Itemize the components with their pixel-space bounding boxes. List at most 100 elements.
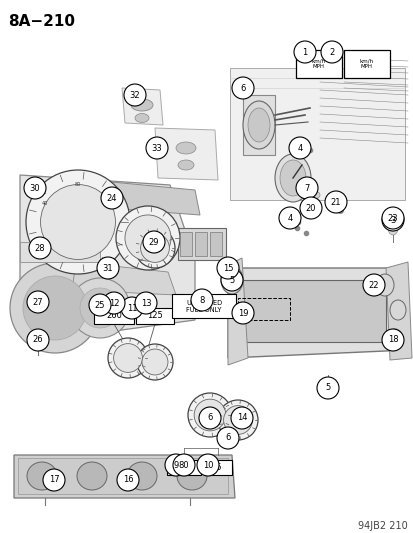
Circle shape	[103, 292, 125, 314]
Circle shape	[231, 302, 254, 324]
Ellipse shape	[389, 300, 405, 320]
Circle shape	[316, 377, 338, 399]
Circle shape	[216, 427, 238, 449]
Circle shape	[27, 329, 49, 351]
Text: 14: 14	[236, 414, 247, 423]
Text: 17: 17	[49, 475, 59, 484]
Text: 9: 9	[173, 461, 178, 470]
Circle shape	[295, 177, 317, 199]
Text: 20: 20	[305, 204, 316, 213]
Text: 25: 25	[95, 301, 105, 310]
Circle shape	[125, 215, 171, 261]
Ellipse shape	[221, 266, 242, 294]
Text: 29: 29	[148, 238, 159, 246]
Circle shape	[140, 233, 169, 262]
FancyBboxPatch shape	[295, 50, 341, 78]
Polygon shape	[228, 258, 247, 365]
Text: 40: 40	[42, 200, 48, 206]
Circle shape	[80, 288, 120, 328]
Polygon shape	[14, 455, 235, 498]
Polygon shape	[385, 262, 411, 360]
Text: 23: 23	[387, 214, 397, 222]
Circle shape	[324, 191, 346, 213]
Text: 11: 11	[126, 303, 137, 312]
Circle shape	[320, 41, 342, 63]
Circle shape	[135, 228, 175, 268]
Circle shape	[165, 454, 187, 476]
Text: 24: 24	[107, 193, 117, 203]
Circle shape	[381, 329, 403, 351]
FancyBboxPatch shape	[178, 228, 225, 260]
Text: 8A−210: 8A−210	[8, 14, 75, 29]
Text: 4: 4	[297, 143, 302, 152]
Ellipse shape	[77, 462, 107, 490]
Circle shape	[29, 237, 51, 259]
Circle shape	[278, 207, 300, 229]
Circle shape	[23, 276, 87, 340]
Ellipse shape	[177, 462, 206, 490]
Circle shape	[142, 231, 165, 253]
Text: 80: 80	[178, 463, 189, 472]
Text: 33: 33	[151, 143, 162, 152]
Circle shape	[117, 469, 139, 491]
Ellipse shape	[375, 274, 393, 296]
Text: 125: 125	[147, 311, 162, 320]
Circle shape	[188, 393, 231, 437]
Circle shape	[190, 289, 212, 311]
Ellipse shape	[388, 219, 396, 231]
Text: 27: 27	[33, 297, 43, 306]
Circle shape	[230, 407, 252, 429]
FancyBboxPatch shape	[209, 232, 221, 256]
FancyBboxPatch shape	[20, 242, 100, 262]
Circle shape	[199, 407, 221, 429]
Circle shape	[24, 177, 46, 199]
Text: 30: 30	[30, 183, 40, 192]
Polygon shape	[122, 88, 163, 125]
Text: 28: 28	[35, 244, 45, 253]
FancyBboxPatch shape	[180, 232, 192, 256]
Polygon shape	[68, 178, 199, 215]
Text: km/h
MPH: km/h MPH	[359, 59, 373, 69]
Text: 31: 31	[102, 263, 113, 272]
Polygon shape	[20, 175, 195, 335]
Circle shape	[221, 269, 242, 291]
Circle shape	[381, 209, 403, 231]
Text: 16: 16	[122, 475, 133, 484]
Text: 3: 3	[389, 215, 395, 224]
FancyBboxPatch shape	[171, 294, 235, 318]
Circle shape	[121, 297, 142, 319]
Ellipse shape	[27, 462, 57, 490]
FancyBboxPatch shape	[195, 232, 206, 256]
Circle shape	[101, 187, 123, 209]
Circle shape	[216, 257, 238, 279]
Circle shape	[40, 184, 115, 260]
FancyBboxPatch shape	[18, 458, 228, 494]
Text: 94JB2 210: 94JB2 210	[357, 521, 407, 531]
Text: 26: 26	[33, 335, 43, 344]
Circle shape	[113, 344, 142, 373]
Text: UNLEADED
FUEL ONLY: UNLEADED FUEL ONLY	[185, 300, 221, 312]
Ellipse shape	[387, 329, 401, 347]
Text: 22: 22	[368, 280, 378, 289]
FancyBboxPatch shape	[94, 308, 134, 324]
Ellipse shape	[387, 221, 397, 235]
Circle shape	[97, 257, 119, 279]
FancyBboxPatch shape	[204, 460, 231, 475]
Circle shape	[146, 137, 168, 159]
Circle shape	[173, 454, 195, 476]
Ellipse shape	[131, 99, 153, 111]
Text: 8: 8	[199, 295, 204, 304]
Circle shape	[10, 263, 100, 353]
Circle shape	[362, 274, 384, 296]
Text: 2: 2	[329, 47, 334, 56]
Circle shape	[231, 77, 254, 99]
Circle shape	[194, 399, 225, 431]
Ellipse shape	[247, 108, 269, 142]
Circle shape	[89, 294, 111, 316]
Ellipse shape	[178, 160, 194, 170]
Text: 6: 6	[215, 463, 220, 472]
FancyBboxPatch shape	[237, 280, 385, 342]
Circle shape	[197, 454, 218, 476]
Polygon shape	[72, 262, 176, 295]
Text: 6: 6	[240, 84, 245, 93]
